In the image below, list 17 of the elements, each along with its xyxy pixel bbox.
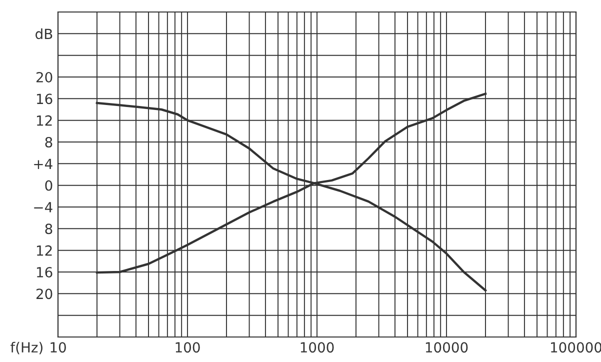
y-tick-label: 0 bbox=[45, 180, 52, 191]
y-tick-label: dB bbox=[36, 28, 52, 40]
y-tick-label: 12 bbox=[36, 115, 52, 126]
y-tick-label: −4 bbox=[34, 202, 52, 212]
y-tick-label: 16 bbox=[36, 94, 52, 104]
y-tick-label: 20 bbox=[36, 72, 52, 82]
y-tick-label: 8 bbox=[45, 136, 52, 148]
y-tick-label: +4 bbox=[34, 158, 52, 169]
x-tick-label: 10 bbox=[50, 342, 66, 353]
x-tick-label: 100 bbox=[176, 342, 200, 353]
y-tick-label: 12 bbox=[36, 245, 52, 256]
y-tick-label: 16 bbox=[36, 266, 52, 278]
y-tick-label: 20 bbox=[36, 288, 52, 300]
x-tick-label: 10000 bbox=[426, 342, 468, 353]
y-tick-label: 8 bbox=[45, 224, 52, 234]
x-axis-title: f(Hz) bbox=[10, 342, 42, 354]
x-tick-label: 1000 bbox=[300, 342, 334, 353]
